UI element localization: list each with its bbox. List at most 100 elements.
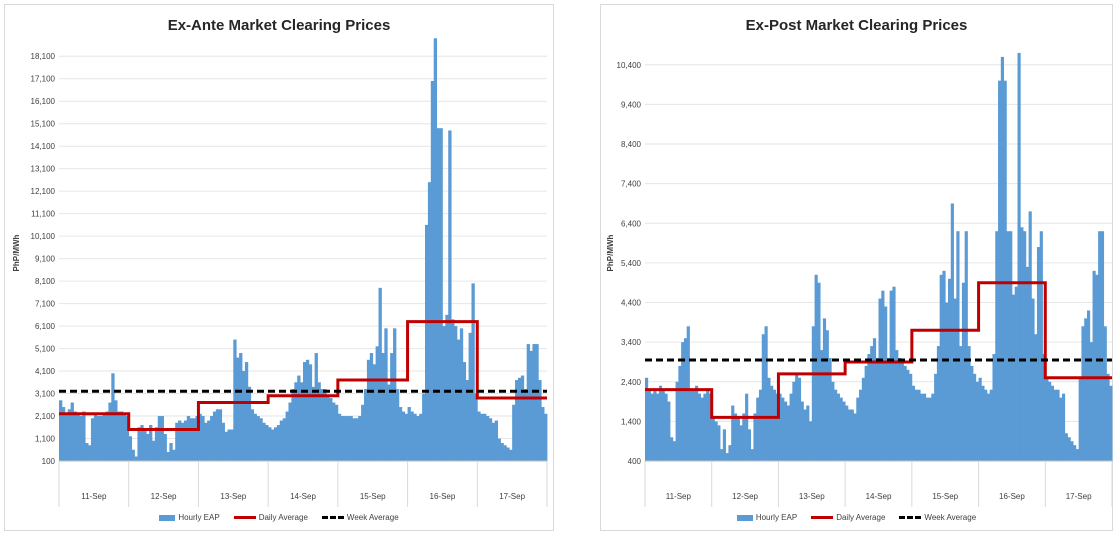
bar: [503, 445, 507, 461]
bar: [323, 389, 327, 461]
bar: [407, 407, 411, 461]
y-tick-label: 3,100: [35, 390, 56, 399]
bar: [314, 353, 318, 461]
bar: [931, 393, 935, 461]
bar: [512, 404, 516, 461]
y-tick-label: 7,400: [621, 180, 642, 189]
y-tick-label: 6,100: [35, 322, 56, 331]
bar: [538, 380, 542, 461]
bar: [978, 377, 982, 461]
bar: [745, 393, 749, 461]
bar: [381, 353, 385, 461]
bar: [326, 395, 330, 461]
bar: [239, 353, 243, 461]
bar: [506, 447, 510, 461]
bar: [268, 427, 272, 461]
bar: [334, 404, 339, 461]
bar: [480, 413, 484, 461]
bar: [1050, 385, 1055, 461]
bar: [483, 413, 487, 461]
bar: [108, 402, 112, 461]
bar: [817, 282, 821, 461]
bar: [847, 409, 852, 461]
y-tick-label: 5,400: [621, 259, 642, 268]
bar: [864, 365, 868, 461]
bar: [717, 425, 721, 461]
bar: [61, 407, 66, 461]
bar: [175, 422, 179, 461]
bar: [221, 422, 225, 461]
bar: [758, 389, 763, 461]
bar: [477, 411, 481, 461]
bar: [1089, 342, 1093, 461]
bar: [253, 413, 257, 461]
bar: [822, 318, 827, 461]
bar: [372, 364, 377, 461]
bar: [465, 380, 469, 461]
x-tick-label: 17-Sep: [499, 492, 525, 501]
bar: [667, 401, 671, 461]
bar: [917, 389, 921, 461]
bar: [1045, 377, 1049, 461]
bar: [747, 429, 752, 461]
bar: [1106, 373, 1110, 461]
bar: [903, 365, 907, 461]
y-tick-label: 7,100: [35, 300, 56, 309]
bar: [742, 413, 746, 461]
bar: [134, 456, 138, 461]
bar: [401, 411, 406, 461]
bar: [76, 413, 80, 461]
bar: [82, 411, 86, 461]
bar: [471, 283, 475, 461]
bar: [448, 130, 452, 461]
bar: [85, 443, 89, 461]
bar: [509, 449, 513, 461]
legend-swatch-line: [233, 516, 256, 519]
bar: [271, 429, 275, 461]
bar: [761, 334, 765, 461]
y-tick-label: 9,400: [621, 100, 642, 109]
bar: [157, 416, 162, 461]
bar: [526, 344, 530, 461]
ex-ante-chart-svg: 100 1,100 2,100 3,100 4,100 5,100 6,100 7,100 8,…: [12, 38, 548, 507]
bar: [970, 365, 974, 461]
bar: [925, 397, 929, 461]
bar: [210, 416, 214, 461]
bar: [897, 357, 902, 461]
legend-item-hourly: Hourly EAP: [159, 513, 220, 522]
bar: [456, 339, 461, 461]
bar: [714, 421, 718, 461]
y-tick-label: 9,100: [35, 255, 56, 264]
y-tick-label: 11,100: [31, 210, 55, 219]
bar: [936, 346, 941, 461]
y-tick-label: 12,100: [31, 187, 56, 196]
bar: [390, 353, 394, 461]
bar: [276, 425, 281, 461]
bar: [886, 357, 891, 461]
bar: [128, 436, 133, 461]
bar: [845, 405, 849, 461]
x-tick-label: 14-Sep: [290, 492, 316, 501]
bar: [189, 418, 194, 461]
bar: [233, 339, 237, 461]
bar: [850, 409, 854, 461]
bar: [878, 298, 882, 461]
bar: [750, 449, 754, 461]
bar: [839, 397, 843, 461]
bar: [425, 224, 429, 461]
bar: [494, 420, 499, 461]
bar: [1067, 437, 1071, 461]
bar: [892, 286, 896, 461]
y-tick-label: 10,100: [31, 232, 56, 241]
y-tick-label: 14,100: [31, 142, 56, 151]
bar: [265, 425, 269, 461]
bar: [143, 429, 147, 461]
bar: [656, 393, 660, 461]
y-tick-label: 100: [42, 457, 56, 466]
bar: [488, 418, 493, 461]
bar: [1011, 294, 1016, 461]
x-tick-label: 17-Sep: [1066, 492, 1092, 501]
bar: [215, 409, 220, 461]
bar: [172, 449, 176, 461]
bar: [722, 429, 727, 461]
